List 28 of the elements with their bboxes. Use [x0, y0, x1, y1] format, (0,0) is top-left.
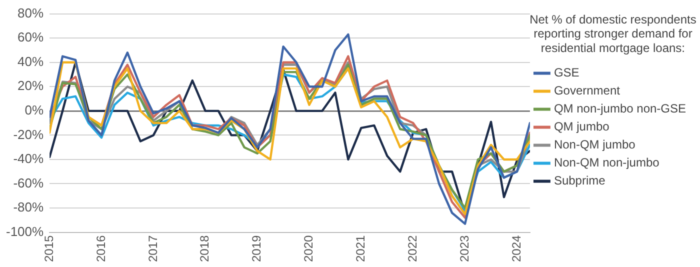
y-tick-label: 60% — [18, 30, 44, 45]
legend-title: Net % of domestic respondents reporting stronger demand for residential mortgage loans: — [530, 12, 696, 56]
y-tick-label: -80% — [13, 200, 44, 215]
legend-label: Subprime — [554, 174, 606, 188]
legend-label: GSE — [554, 66, 580, 80]
x-tick-label: 2024 — [509, 234, 524, 262]
legend-label: QM non-jumbo non-GSE — [554, 102, 686, 116]
x-tick-label: 2023 — [457, 234, 472, 262]
x-tick-label: 2016 — [94, 234, 108, 262]
y-tick-label: -60% — [13, 175, 44, 190]
y-tick-label: 80% — [18, 5, 44, 20]
legend-label: Non-QM non-jumbo — [554, 156, 660, 170]
y-tick-label: -100% — [6, 224, 44, 239]
y-tick-label: -40% — [13, 151, 44, 166]
x-tick-label: 2015 — [42, 234, 56, 262]
x-tick-label: 2020 — [302, 234, 316, 262]
legend-label: Non-QM jumbo — [554, 138, 636, 152]
y-tick-label: -20% — [13, 126, 44, 142]
legend-label: Government — [554, 84, 621, 98]
x-tick-label: 2018 — [198, 234, 212, 262]
y-tick-label: 20% — [18, 78, 44, 94]
legend-label: QM jumbo — [554, 120, 610, 134]
x-tick-label: 2019 — [250, 234, 264, 262]
y-tick-label: 40% — [18, 54, 44, 69]
x-tick-label: 2021 — [353, 234, 368, 262]
y-tick-label: 0% — [24, 102, 44, 118]
x-tick-label: 2017 — [146, 234, 160, 262]
x-tick-label: 2022 — [405, 234, 420, 262]
